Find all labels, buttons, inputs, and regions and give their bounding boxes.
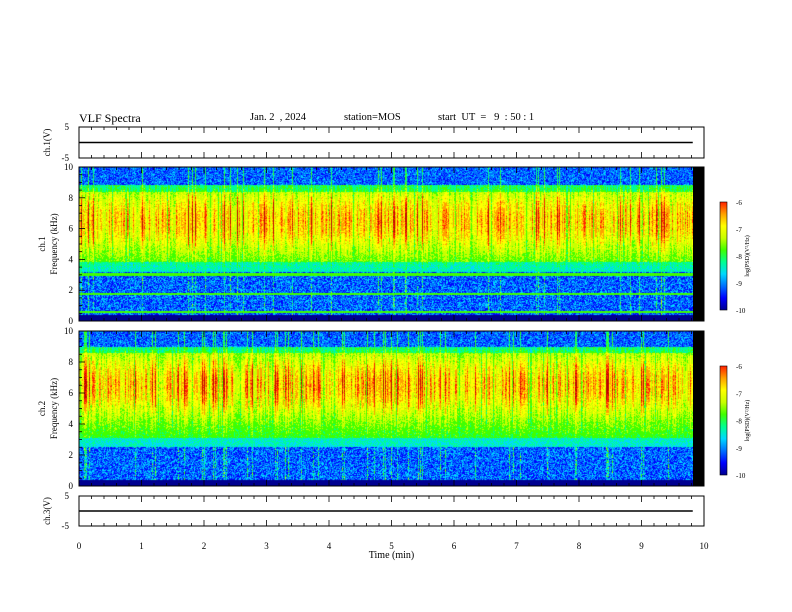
y-axis-label: ch.2 bbox=[37, 401, 47, 416]
colorbar-tick-label: -9 bbox=[736, 445, 742, 453]
y-tick-label: 6 bbox=[69, 388, 74, 398]
x-tick-label: 5 bbox=[389, 541, 394, 551]
y-tick-label: 4 bbox=[69, 419, 74, 429]
y-tick-label: 0 bbox=[69, 481, 74, 491]
y-tick-label: 2 bbox=[69, 285, 74, 295]
colorbar-label: log(PSD)(V²/Hz) bbox=[744, 400, 751, 441]
x-tick-label: 8 bbox=[577, 541, 582, 551]
x-tick-label: 2 bbox=[202, 541, 207, 551]
y-axis-label: ch.1 bbox=[37, 236, 47, 251]
colorbar bbox=[719, 201, 728, 311]
x-axis-label: Time (min) bbox=[369, 550, 414, 561]
y-tick-label: 10 bbox=[64, 162, 74, 172]
colorbar bbox=[719, 365, 728, 476]
figure-title: VLF Spectra bbox=[79, 111, 141, 125]
colorbar-tick-label: -6 bbox=[736, 199, 742, 207]
y-tick-label: 0 bbox=[69, 316, 74, 326]
y-tick-label: 5 bbox=[65, 122, 70, 132]
y-tick-label: 4 bbox=[69, 254, 74, 264]
y-tick-label: 8 bbox=[69, 357, 74, 367]
y-axis-label: Frequency (kHz) bbox=[49, 378, 59, 439]
y-tick-label: 8 bbox=[69, 193, 74, 203]
y-tick-label: 10 bbox=[64, 326, 74, 336]
y-tick-label: -5 bbox=[62, 153, 70, 163]
colorbar-tick-label: -10 bbox=[736, 472, 746, 480]
y-tick-label: 6 bbox=[69, 224, 74, 234]
spectrogram-ch1 bbox=[79, 167, 693, 321]
colorbar-tick-label: -8 bbox=[736, 253, 742, 261]
colorbar-tick-label: -7 bbox=[736, 226, 742, 234]
y-tick-label: 2 bbox=[69, 450, 74, 460]
start-time-label: start UT = 9 : 50 : 1 bbox=[438, 112, 535, 123]
spectrogram-ch2 bbox=[79, 331, 693, 486]
y-tick-label: 5 bbox=[65, 491, 70, 501]
y-axis-label: ch.1(V) bbox=[42, 129, 52, 157]
station-label: station=MOS bbox=[344, 112, 401, 123]
x-tick-label: 9 bbox=[639, 541, 644, 551]
x-tick-label: 3 bbox=[264, 541, 269, 551]
colorbar-label: log(PSD)(V²/Hz) bbox=[744, 235, 751, 276]
x-tick-label: 7 bbox=[514, 541, 519, 551]
colorbar-tick-label: -9 bbox=[736, 280, 742, 288]
colorbar-tick-label: -8 bbox=[736, 418, 742, 426]
x-tick-label: 0 bbox=[77, 541, 82, 551]
date-label: Jan. 2 , 2024 bbox=[250, 112, 306, 123]
colorbar-tick-label: -7 bbox=[736, 390, 742, 398]
x-tick-label: 4 bbox=[327, 541, 332, 551]
y-axis-label: Frequency (kHz) bbox=[49, 213, 59, 274]
y-tick-label: -5 bbox=[62, 521, 70, 531]
colorbar-tick-label: -6 bbox=[736, 363, 742, 371]
x-tick-label: 6 bbox=[452, 541, 457, 551]
x-tick-label: 10 bbox=[700, 541, 710, 551]
colorbar-tick-label: -10 bbox=[736, 307, 746, 315]
y-axis-label: ch.3(V) bbox=[42, 497, 52, 525]
x-tick-label: 1 bbox=[139, 541, 144, 551]
